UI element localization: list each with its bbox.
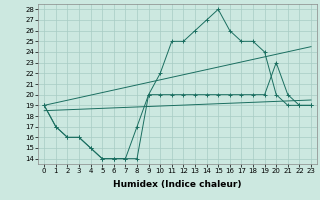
X-axis label: Humidex (Indice chaleur): Humidex (Indice chaleur)	[113, 180, 242, 189]
